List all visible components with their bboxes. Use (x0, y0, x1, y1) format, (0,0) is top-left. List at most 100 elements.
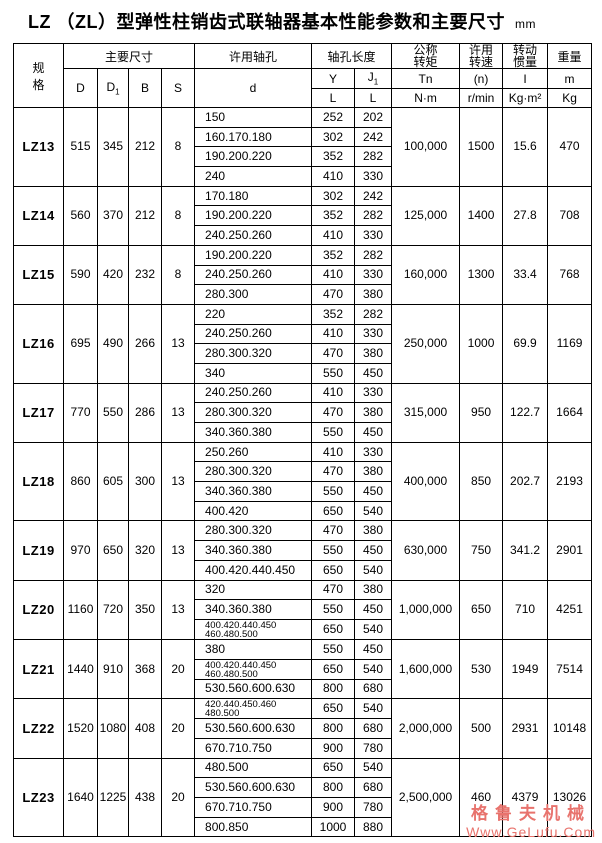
len-J-cell: 450 (354, 481, 393, 502)
model-cell: LZ23 (13, 757, 64, 838)
len-J-cell: 450 (354, 638, 393, 660)
len-Y-cell: 650 (311, 500, 356, 522)
bore-row: LZ14 560 370 212 8 170.180 302 242 125,000 1400 27… (13, 185, 593, 246)
dim-B-cell: 212 (128, 185, 162, 246)
len-J-cell: 380 (354, 284, 393, 305)
bore-d-cell: 280.300.320 (194, 520, 313, 542)
bore-d-cell: 530.560.600.630 (194, 777, 313, 798)
bore-row: 400.420 650 540 (14, 500, 592, 522)
dim-D-cell: 1160 (63, 579, 98, 640)
col-header-allowed-speed: 许用 转速 (459, 43, 504, 69)
weight-cell: 768 (547, 244, 593, 305)
col-header-nominal-torque: 公称 转矩 (391, 43, 461, 69)
len-Y-cell: 550 (311, 422, 356, 443)
torque-cell: 1,600,000 (391, 638, 461, 700)
len-J-cell: 380 (354, 402, 393, 423)
len-Y-cell: 550 (311, 362, 356, 384)
bore-row: LZ17 770 550 286 13 240.250.260 410 330 315,000 9… (13, 382, 593, 443)
dim-B-cell: 212 (128, 107, 162, 187)
col-header-Tn: Tn (391, 68, 461, 89)
bore-row: 530.560.600.630 800 680 (14, 678, 592, 700)
model-cell: LZ17 (13, 382, 64, 443)
torque-cell: 100,000 (391, 107, 461, 187)
len-J-cell: 540 (354, 658, 393, 680)
bore-row: 240.250.260 410 330 (14, 323, 592, 345)
dim-D1-cell: 650 (97, 520, 129, 581)
len-Y-cell: 550 (311, 540, 356, 561)
bore-d-cell: 340.360.380 (194, 481, 313, 502)
dim-D-cell: 770 (63, 382, 98, 443)
dim-B-cell: 350 (128, 579, 162, 640)
len-Y-cell: 470 (311, 343, 356, 364)
len-J-cell: 380 (354, 343, 393, 364)
bore-d-cell: 240.250.260 (194, 382, 313, 404)
bore-row: 800.850 1000 880 (14, 816, 592, 838)
bore-row: LZ20 1160 720 350 13 320 470 380 1,000,000 650 710… (13, 579, 593, 640)
col-header-J1: J1 (354, 68, 393, 89)
len-Y-cell: 800 (311, 718, 356, 739)
bore-d-cell: 280.300.320 (194, 461, 313, 483)
model-cell: LZ22 (13, 698, 64, 759)
len-Y-cell: 800 (311, 777, 356, 798)
len-J-cell: 330 (354, 264, 393, 286)
len-Y-cell: 470 (311, 520, 356, 542)
dim-B-cell: 300 (128, 441, 162, 522)
page-title: LZ （ZL）型弹性柱销齿式联轴器基本性能参数和主要尺寸 mm (28, 8, 536, 34)
len-Y-cell: 650 (311, 757, 356, 779)
len-Y-cell: 410 (311, 382, 356, 404)
dim-D-cell: 695 (63, 303, 98, 384)
speed-cell: 1500 (459, 107, 504, 187)
len-J-cell: 330 (354, 225, 393, 246)
model-cell: LZ20 (13, 579, 64, 640)
col-header-B: B (128, 68, 162, 108)
dim-B-cell: 232 (128, 244, 162, 305)
weight-cell: 470 (547, 107, 593, 187)
len-J-cell: 540 (354, 618, 393, 640)
torque-cell: 125,000 (391, 185, 461, 246)
speed-cell: 1000 (459, 303, 504, 384)
len-J-cell: 380 (354, 520, 393, 542)
dim-S-cell: 8 (160, 244, 196, 305)
len-J-cell: 680 (354, 777, 393, 798)
dim-S-cell: 13 (160, 382, 196, 443)
len-Y-cell: 1000 (311, 816, 356, 838)
bore-d-cell: 340.360.380 (194, 599, 313, 620)
bore-d-cell: 190.200.220 (194, 205, 313, 227)
bore-d-cell: 240 (194, 166, 313, 187)
dim-D-cell: 590 (63, 244, 98, 305)
inertia-cell: 341.2 (502, 520, 549, 581)
bore-d-cell: 340 (194, 362, 313, 384)
len-J-cell: 330 (354, 441, 393, 463)
col-header-inertia-unit: Kg·m² (502, 88, 549, 108)
bore-d-cell: 420.440.450.460 480.500 (194, 698, 313, 720)
dim-B-cell: 286 (128, 382, 162, 443)
torque-cell: 250,000 (391, 303, 461, 384)
len-J-cell: 450 (354, 362, 393, 384)
dim-D1-cell: 420 (97, 244, 129, 305)
model-cell: LZ14 (13, 185, 64, 246)
len-J-cell: 330 (354, 323, 393, 345)
bore-d-cell: 150 (194, 107, 313, 128)
len-J-cell: 380 (354, 461, 393, 483)
len-Y-cell: 470 (311, 284, 356, 305)
len-J-cell: 450 (354, 599, 393, 620)
col-header-inertia: 转动 惯量 (502, 43, 549, 69)
dim-D-cell: 1640 (63, 757, 98, 838)
col-header-bore-length: 轴孔长度 (311, 43, 393, 69)
len-Y-cell: 650 (311, 559, 356, 581)
len-J-cell: 242 (354, 126, 393, 148)
len-Y-cell: 650 (311, 618, 356, 640)
bore-row: 400.420.440.450 650 540 (14, 559, 592, 581)
speed-cell: 1300 (459, 244, 504, 305)
bore-row: 240.250.260 410 330 (14, 225, 592, 246)
bore-d-cell: 190.200.220 (194, 146, 313, 168)
len-Y-cell: 252 (311, 107, 356, 128)
bore-d-cell: 280.300.320 (194, 343, 313, 364)
col-header-D: D (63, 68, 98, 108)
inertia-cell: 27.8 (502, 185, 549, 246)
len-J-cell: 450 (354, 540, 393, 561)
len-J-cell: 540 (354, 559, 393, 581)
len-J-cell: 680 (354, 718, 393, 739)
speed-cell: 460 (459, 757, 504, 838)
dim-D1-cell: 605 (97, 441, 129, 522)
